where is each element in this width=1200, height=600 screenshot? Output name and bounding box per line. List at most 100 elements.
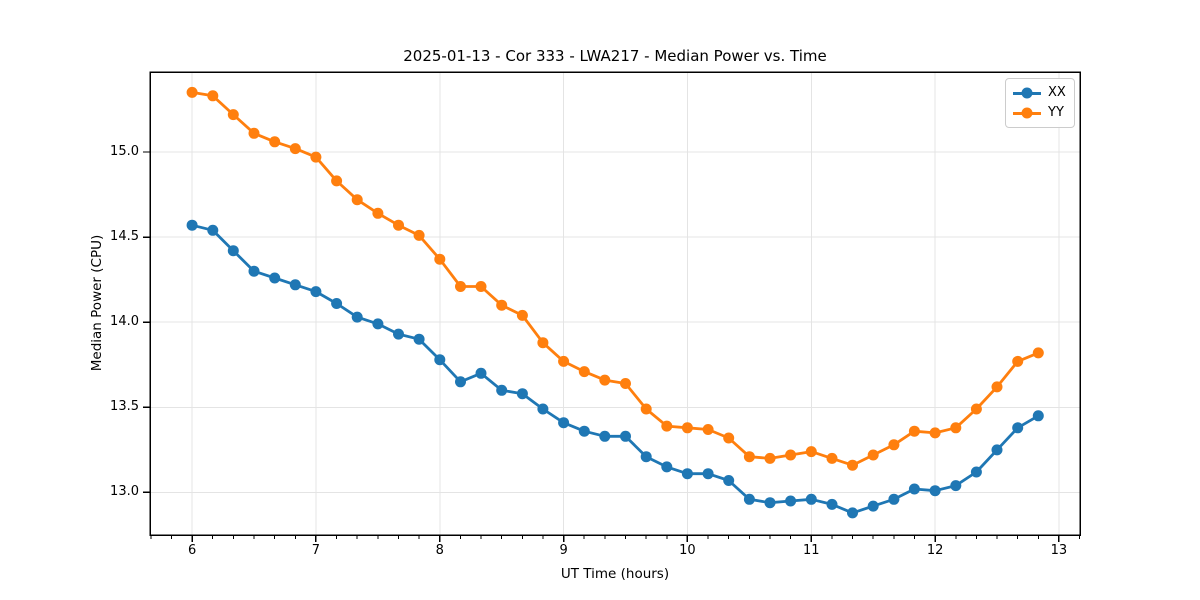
data-point-xx xyxy=(393,328,404,340)
data-point-xx xyxy=(723,475,735,486)
data-point-xx xyxy=(620,430,631,442)
data-point-yy xyxy=(1012,355,1024,367)
data-point-xx xyxy=(764,497,776,509)
data-point-yy xyxy=(537,337,549,349)
y-tick-label-13.0: 13.0 xyxy=(110,484,139,500)
data-point-xx xyxy=(743,493,755,505)
data-point-yy xyxy=(351,194,363,206)
y-axis-label: Median Power (CPU) xyxy=(89,234,105,372)
data-point-yy xyxy=(661,420,673,432)
y-tick-label-13.5: 13.5 xyxy=(110,399,139,415)
data-point-xx xyxy=(434,354,446,366)
data-point-yy xyxy=(455,281,466,292)
series-line-xx xyxy=(190,223,1040,515)
data-point-xx xyxy=(537,403,549,415)
data-point-xx xyxy=(661,461,673,473)
x-tick-label-11: 11 xyxy=(802,543,820,558)
data-point-xx xyxy=(847,507,858,519)
data-point-yy xyxy=(310,151,322,163)
data-point-xx xyxy=(475,367,487,379)
data-point-yy xyxy=(372,207,384,219)
plot-border xyxy=(149,71,1081,536)
data-point-xx xyxy=(1012,422,1024,434)
data-point-yy xyxy=(496,299,508,311)
data-point-xx xyxy=(516,388,528,400)
data-point-xx xyxy=(702,468,714,480)
data-point-xx xyxy=(207,224,219,236)
data-point-yy xyxy=(289,143,301,155)
data-point-xx xyxy=(413,333,425,345)
data-point-xx xyxy=(785,495,797,507)
data-point-yy xyxy=(764,452,776,464)
data-point-xx xyxy=(578,425,590,437)
chart-title: 2025-01-13 - Cor 333 - LWA217 - Median P… xyxy=(403,47,827,65)
data-point-xx xyxy=(310,286,322,298)
data-point-yy xyxy=(413,229,425,241)
data-point-yy xyxy=(847,459,858,471)
data-point-yy xyxy=(888,439,900,451)
data-point-yy xyxy=(331,175,343,187)
y-tick-label-15.0: 15.0 xyxy=(110,144,139,159)
data-point-xx xyxy=(558,417,570,429)
data-point-xx xyxy=(888,493,900,505)
data-point-xx xyxy=(681,468,693,480)
x-tick-label-12: 12 xyxy=(926,543,944,558)
legend-label-yy: YY xyxy=(1048,105,1064,120)
data-point-yy xyxy=(681,422,693,434)
data-point-xx xyxy=(1032,410,1044,422)
data-point-yy xyxy=(227,109,239,121)
data-point-yy xyxy=(950,422,962,434)
data-point-xx xyxy=(372,318,384,330)
data-point-yy xyxy=(867,449,879,461)
data-point-xx xyxy=(269,272,281,284)
data-point-yy xyxy=(991,381,1003,393)
legend-item-yy: YY xyxy=(1013,103,1066,123)
data-point-yy xyxy=(785,449,797,461)
data-point-xx xyxy=(351,311,363,323)
data-point-xx xyxy=(496,384,508,396)
data-point-yy xyxy=(908,425,920,437)
data-point-yy xyxy=(516,309,528,321)
data-point-yy xyxy=(723,432,735,444)
x-tick-label-13: 13 xyxy=(1050,543,1068,558)
legend-label-xx: XX xyxy=(1048,85,1066,100)
data-point-yy xyxy=(393,219,404,231)
data-point-xx xyxy=(826,498,838,510)
data-point-yy xyxy=(599,374,611,386)
x-tick-label-7: 7 xyxy=(311,543,321,558)
data-point-yy xyxy=(434,253,446,265)
data-point-yy xyxy=(826,452,838,464)
data-point-yy xyxy=(620,378,631,389)
data-point-yy xyxy=(186,86,198,98)
data-point-yy xyxy=(970,403,982,415)
legend: XX YY xyxy=(1005,78,1075,128)
x-tick-label-10: 10 xyxy=(679,543,696,558)
data-point-yy xyxy=(702,424,714,435)
legend-line-marker-xx-icon xyxy=(1013,87,1041,99)
x-tick-label-8: 8 xyxy=(435,543,444,558)
data-point-yy xyxy=(1032,347,1044,359)
data-point-xx xyxy=(227,245,239,257)
data-point-xx xyxy=(970,466,982,478)
data-point-yy xyxy=(269,136,281,148)
data-point-xx xyxy=(908,483,920,495)
data-point-yy xyxy=(207,90,219,102)
x-tick-label-6: 6 xyxy=(187,543,197,558)
data-point-yy xyxy=(805,446,817,458)
data-point-xx xyxy=(929,485,941,497)
data-point-xx xyxy=(289,279,301,291)
data-point-xx xyxy=(640,451,652,463)
data-point-xx xyxy=(248,265,260,277)
data-point-xx xyxy=(950,480,962,492)
y-tick-label-14.0: 14.0 xyxy=(110,314,139,330)
data-point-xx xyxy=(805,493,817,505)
x-axis-label: UT Time (hours) xyxy=(560,566,670,582)
data-point-yy xyxy=(743,451,755,463)
legend-line-marker-yy-icon xyxy=(1013,107,1041,119)
data-point-xx xyxy=(867,500,879,512)
data-point-xx xyxy=(991,444,1003,456)
data-point-yy xyxy=(248,127,260,139)
data-point-yy xyxy=(558,355,570,367)
